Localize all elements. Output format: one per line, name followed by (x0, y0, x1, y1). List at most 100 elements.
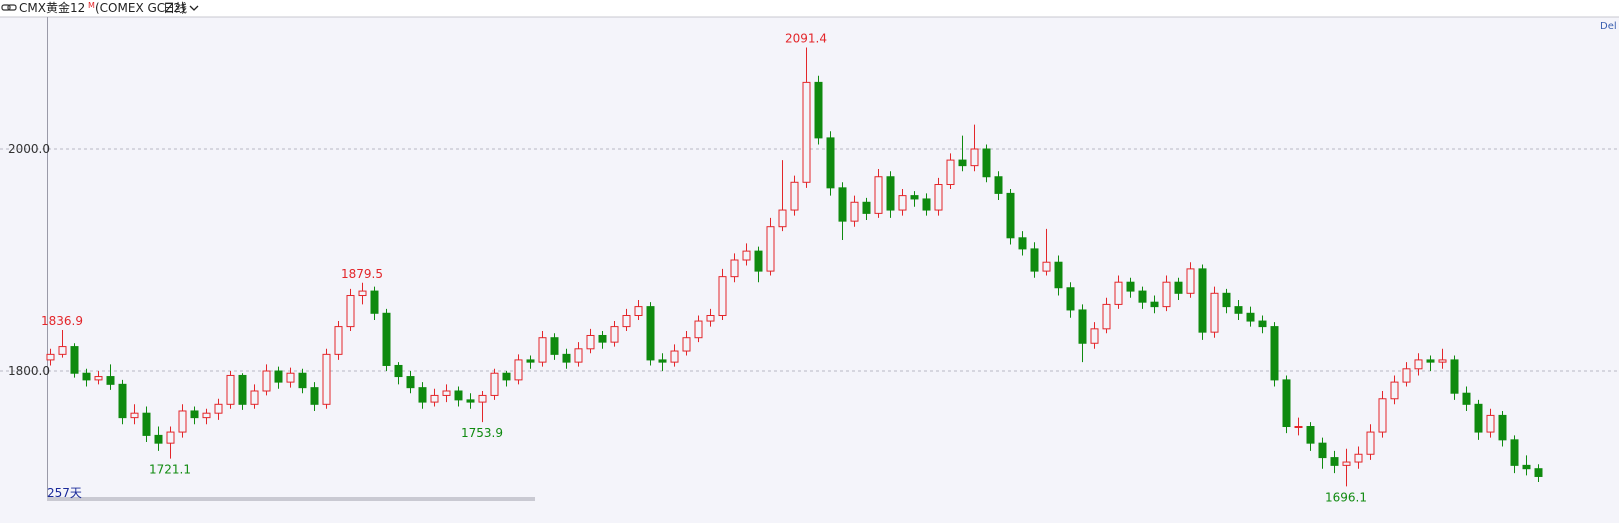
candle-body (418, 387, 427, 403)
candle-body (298, 372, 307, 389)
candle-body (1150, 301, 1159, 308)
candle-body (898, 195, 907, 211)
candle-body (934, 184, 943, 211)
candle-body (250, 390, 259, 405)
candle-body (1114, 281, 1123, 305)
low-label: 1721.1 (149, 463, 191, 477)
candle-body (790, 181, 799, 211)
candle-body (178, 410, 187, 433)
candle-body (94, 376, 103, 381)
candle-body (130, 412, 139, 419)
candle-body (322, 353, 331, 405)
candle-body (58, 346, 67, 355)
candle-body (274, 370, 283, 383)
candle-body (634, 306, 643, 317)
candle-body (406, 376, 415, 389)
candle-body (922, 198, 931, 211)
candle-body (946, 159, 955, 186)
candle-body (502, 372, 511, 381)
candle-body (1474, 403, 1483, 433)
candle-body (286, 372, 295, 383)
link-icon[interactable] (1, 4, 17, 11)
candle-body (1498, 414, 1507, 441)
candle-body (994, 176, 1003, 194)
candle-body (1126, 281, 1135, 292)
candle-body (610, 326, 619, 343)
candle-body (490, 372, 499, 396)
candle-body (1426, 359, 1435, 363)
bar-count-label: 257天 (47, 486, 82, 500)
candle-body (874, 176, 883, 214)
candle-body (1270, 326, 1279, 381)
candle-body (1054, 261, 1063, 289)
candle-body (766, 226, 775, 272)
candle-body (586, 334, 595, 350)
candle-body (1174, 281, 1183, 294)
candle-body (1390, 381, 1399, 400)
candle-body (1006, 192, 1015, 239)
candle-body (1318, 442, 1327, 459)
candle-body (982, 148, 991, 178)
header-symbol: CMX黄金12 (19, 0, 85, 15)
header-period[interactable]: 日线 (163, 1, 187, 15)
candle-body (562, 353, 571, 363)
candle-body (1294, 426, 1303, 429)
candle-body (754, 250, 763, 272)
candle-body (850, 201, 859, 222)
candle-body (838, 187, 847, 222)
candle-body (1378, 398, 1387, 433)
candle-body (238, 374, 247, 405)
period-dropdown[interactable] (189, 5, 199, 11)
candle-body (154, 434, 163, 444)
candle-body (526, 359, 535, 363)
candle-body (358, 290, 367, 297)
candle-body (1102, 303, 1111, 330)
candle-body (1138, 290, 1147, 303)
candle-body (682, 337, 691, 352)
candle-body (670, 350, 679, 363)
scrollbar[interactable] (47, 497, 535, 501)
candle-body (1078, 309, 1087, 344)
y-tick-label: 1800.0 (8, 364, 50, 378)
candle-body (1198, 268, 1207, 333)
candle-body (1534, 468, 1543, 477)
candle-body (1090, 328, 1099, 344)
candle-body (694, 320, 703, 339)
candle-body (442, 390, 451, 396)
candle-body (730, 259, 739, 278)
candle-body (1066, 287, 1075, 311)
candle-body (1402, 368, 1411, 383)
candle-body (742, 250, 751, 261)
candle-body (1354, 453, 1363, 463)
high-label: 1836.9 (41, 314, 83, 328)
candle-body (550, 337, 559, 355)
candle-body (1522, 464, 1531, 470)
y-tick-label: 2000.0 (8, 142, 50, 156)
candle-body (1222, 292, 1231, 308)
candle-body (142, 412, 151, 436)
candle-body (70, 346, 79, 374)
header-bar (0, 0, 1619, 17)
candle-body (1450, 359, 1459, 394)
candle-body (778, 209, 787, 228)
candle-body (574, 348, 583, 363)
candle-body (1210, 292, 1219, 333)
candle-body (1030, 248, 1039, 272)
candle-body (166, 431, 175, 444)
candle-body (46, 353, 55, 361)
candle-body (82, 372, 91, 381)
candle-body (118, 383, 127, 419)
candle-body (1018, 237, 1027, 250)
candle-body (1306, 426, 1315, 444)
candle-body (598, 334, 607, 343)
candle-body (826, 137, 835, 189)
candle-body (1186, 268, 1195, 294)
candle-body (1330, 457, 1339, 466)
candle-body (382, 312, 391, 366)
header-badge: M (88, 1, 95, 10)
candle-body (514, 359, 523, 381)
candle-body (862, 201, 871, 214)
high-label: 2091.4 (785, 32, 827, 46)
candle-body (970, 148, 979, 167)
